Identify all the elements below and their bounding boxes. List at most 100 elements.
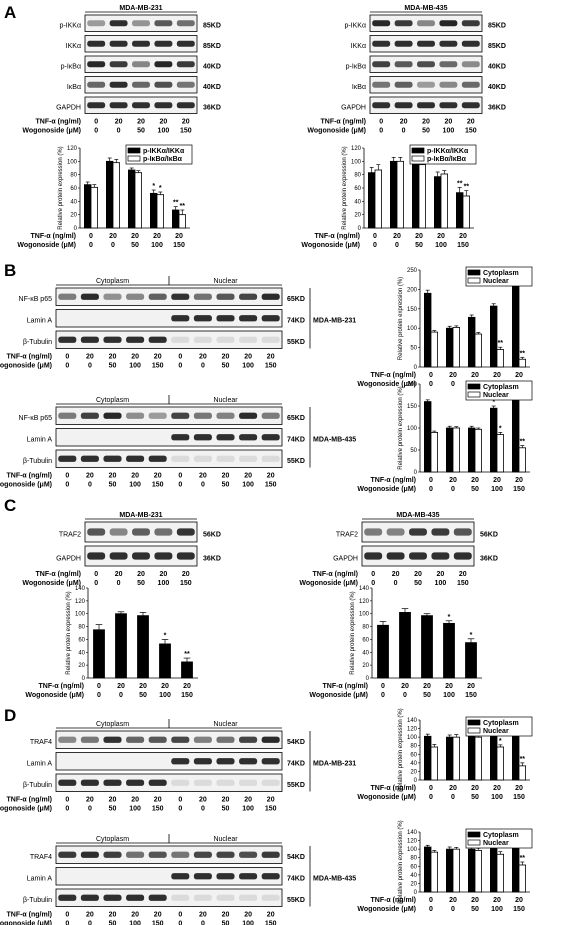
kd-label: 56KD (480, 531, 498, 538)
bar (421, 615, 433, 679)
bar (137, 615, 149, 679)
tnf-value: 20 (115, 119, 123, 126)
kd-label: 85KD (488, 22, 506, 29)
bar (489, 846, 498, 893)
band (261, 455, 280, 462)
band (109, 81, 128, 88)
bar (518, 864, 526, 893)
y-tick-label: 150 (407, 307, 418, 313)
legend-entry: p-IKKα/IKKα (427, 148, 469, 155)
band (176, 528, 195, 536)
band (109, 20, 128, 27)
tnf-value: 20 (86, 797, 94, 804)
blot-group-MDA-MB-231: Cytoplasm Nuclear NF-κB p65 65KD Lamin A 74KD… (19, 276, 356, 349)
band (394, 61, 413, 68)
tnf-label: TNF-α (ng/ml) (370, 372, 416, 379)
band (239, 873, 258, 880)
tnf-value: 20 (131, 354, 139, 361)
wogonoside-label: Wogonoside (μM) (357, 381, 416, 388)
tnf-value: 20 (449, 897, 457, 904)
band (409, 552, 427, 560)
tnf-label: TNF-α (ng/ml) (370, 897, 416, 904)
y-tick-label: 120 (67, 146, 78, 152)
band (439, 40, 458, 47)
band (58, 736, 77, 743)
band (171, 293, 190, 300)
band (87, 40, 106, 47)
band (239, 455, 258, 462)
band (58, 412, 77, 419)
band (176, 40, 195, 47)
wogonoside-value: 0 (451, 794, 455, 801)
band (132, 40, 150, 47)
wogonoside-value: 50 (131, 242, 139, 249)
y-tick-label: 20 (410, 769, 417, 775)
wogonoside-value: 50 (109, 806, 117, 813)
bar (512, 845, 520, 893)
bar (496, 853, 504, 893)
y-tick-label: 120 (359, 599, 370, 605)
band (193, 455, 212, 462)
bar (423, 735, 432, 781)
bar (389, 160, 398, 229)
band (103, 455, 122, 462)
wogonoside-value: 0 (65, 482, 69, 489)
bar (512, 398, 520, 473)
significance-mark: ** (173, 200, 179, 207)
tnf-value: 20 (471, 897, 479, 904)
tnf-value: 20 (183, 683, 191, 690)
blot-strip (84, 96, 198, 114)
panel-letter: D (4, 706, 16, 725)
bar (106, 160, 114, 229)
kd-label: 54KD (287, 739, 305, 746)
band (261, 736, 280, 743)
wogonoside-value: 100 (151, 242, 163, 249)
tnf-value: 0 (381, 683, 385, 690)
fraction-label-cytoplasm: Cytoplasm (96, 721, 129, 728)
band (453, 528, 472, 536)
blot-frame (55, 287, 283, 306)
wogonoside-value: 150 (265, 363, 277, 370)
band (193, 851, 212, 858)
band (148, 894, 167, 901)
tnf-value: 20 (493, 785, 501, 792)
tnf-value: 0 (65, 797, 69, 804)
band (216, 434, 235, 441)
wogonoside-value: 150 (152, 921, 164, 925)
band (216, 293, 235, 300)
blot-strip (84, 545, 198, 567)
band (109, 528, 128, 536)
band (261, 412, 280, 419)
bar (156, 194, 164, 229)
band (58, 851, 77, 858)
blot-group-MDA-MB-231: Cytoplasm Nuclear TRAF4 54KD Lamin A 74KD β-Tu… (23, 719, 356, 792)
bar (496, 349, 504, 368)
wogonoside-value: 0 (88, 921, 92, 925)
y-tick-label: 140 (407, 830, 418, 836)
bar (84, 184, 92, 229)
legend-swatch (127, 155, 141, 162)
wogonoside-value: 100 (129, 921, 141, 925)
wogonoside-value: 0 (379, 128, 383, 135)
wogonoside-value: 0 (201, 363, 205, 370)
kd-label: 55KD (287, 897, 305, 904)
wogonoside-value: 100 (242, 806, 254, 813)
wogonoside-value: 0 (429, 381, 433, 388)
protein-label: IκBα (67, 84, 81, 91)
bar (149, 192, 158, 229)
wogonoside-value: 50 (471, 794, 479, 801)
bar (181, 661, 193, 679)
blot-frame (55, 406, 283, 425)
significance-mark: ** (520, 855, 526, 862)
protein-label: Lamin A (27, 436, 53, 443)
condition-rows: TNF-α (ng/ml) Wogonoside (μM) 0 20 20 20 20 0 0 5… (22, 571, 191, 587)
bar (374, 169, 382, 229)
tnf-label: TNF-α (ng/ml) (370, 785, 416, 792)
wogonoside-value: 0 (94, 580, 98, 587)
band (58, 293, 77, 300)
tnf-value: 20 (131, 233, 139, 240)
